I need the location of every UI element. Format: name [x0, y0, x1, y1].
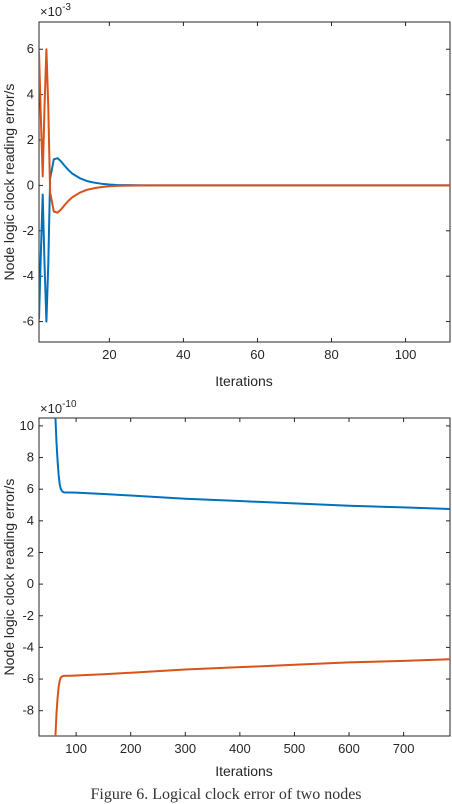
y-tick-label: -2	[22, 608, 34, 623]
chart-2-axes-box	[38, 417, 451, 737]
x-tick-label: 100	[395, 347, 417, 362]
chart-1-ticks: 20 40 60 80 100 -6 -4 -2 0 2 4 6	[22, 22, 450, 362]
figure-caption: Figure 6. Logical clock error of two nod…	[90, 786, 362, 803]
chart-2-series	[54, 418, 450, 736]
y-tick-label: 2	[27, 544, 34, 559]
y-tick-label: 10	[20, 418, 34, 433]
x-tick-label: 80	[324, 347, 338, 362]
y-tick-label: -4	[22, 268, 34, 283]
y-tick-label: -4	[22, 639, 34, 654]
chart-2: 100 200 300 400 500 600 700 -8 -6 -4 -2 0 2 4 6 8 10 ×10…	[1, 399, 451, 779]
y-tick-label: 2	[27, 132, 34, 147]
chart-1-series	[39, 48, 450, 323]
x-tick-label: 20	[102, 347, 116, 362]
x-tick-label: 100	[65, 741, 87, 756]
chart-2-ylabel: Node logic clock reading error/s	[1, 479, 17, 676]
y-tick-label: 6	[27, 41, 34, 56]
chart-1-axes-box	[38, 21, 451, 343]
chart-1-xlabel: Iterations	[215, 373, 273, 389]
y-tick-label: 8	[27, 450, 34, 465]
chart-1-ylabel: Node logic clock reading error/s	[1, 84, 17, 281]
series-line-2	[39, 48, 450, 214]
y-tick-label: -8	[22, 703, 34, 718]
y-tick-label: 0	[27, 576, 34, 591]
chart-1-exponent: ×10-3	[40, 2, 71, 19]
y-tick-label: -2	[22, 223, 34, 238]
chart-2-exponent: ×10-10	[40, 399, 77, 416]
y-tick-label: 4	[27, 87, 34, 102]
x-tick-label: 700	[393, 741, 415, 756]
y-tick-label: 4	[27, 513, 34, 528]
chart-2-xlabel: Iterations	[215, 763, 273, 779]
x-tick-label: 400	[229, 741, 251, 756]
chart-1: 20 40 60 80 100 -6 -4 -2 0 2 4 6 ×10-3 Iterations N…	[1, 2, 451, 389]
x-tick-label: 600	[338, 741, 360, 756]
y-tick-label: 0	[27, 177, 34, 192]
y-tick-label: -6	[22, 314, 34, 329]
x-tick-label: 40	[176, 347, 190, 362]
x-tick-label: 300	[174, 741, 196, 756]
chart-2-ticks: 100 200 300 400 500 600 700 -8 -6 -4 -2 0 2 4 6 8 10	[20, 418, 450, 756]
series-line-1	[54, 418, 450, 510]
y-tick-label: -6	[22, 671, 34, 686]
y-tick-label: 6	[27, 481, 34, 496]
x-tick-label: 200	[120, 741, 142, 756]
series-line-2	[54, 658, 450, 736]
x-tick-label: 500	[284, 741, 306, 756]
x-tick-label: 60	[250, 347, 264, 362]
